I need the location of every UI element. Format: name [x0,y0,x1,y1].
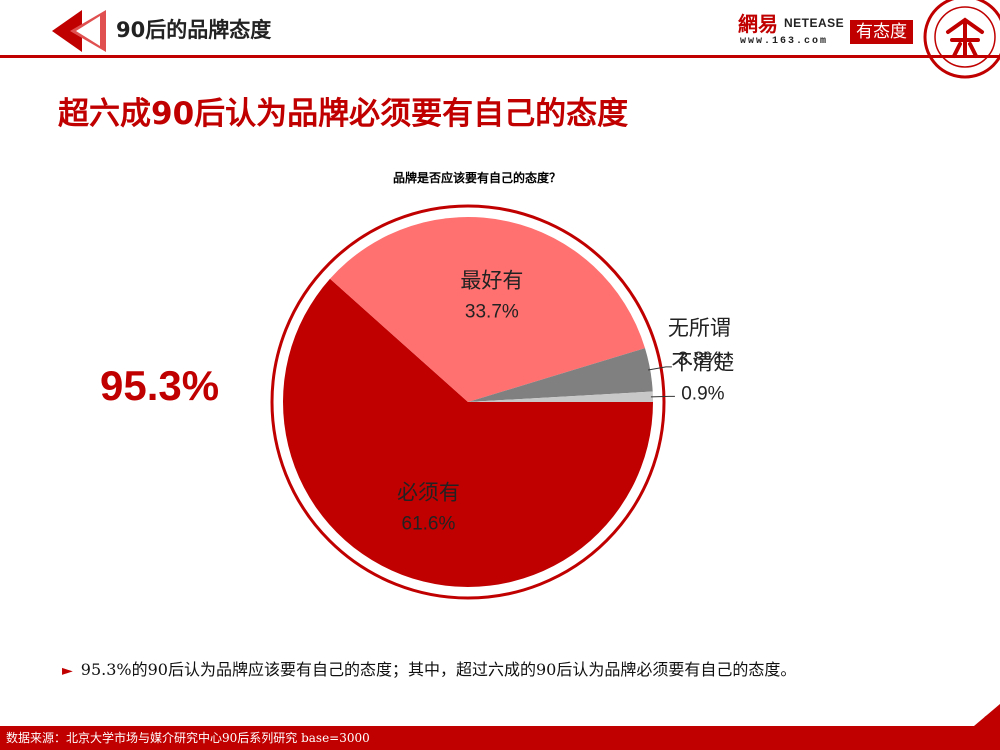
page-corner-tab [974,704,1000,726]
netease-logo-url: www.163.com [740,36,829,47]
pie-highlight-ring [270,204,666,600]
pie-leader-line [650,395,675,398]
highlight-percentage: 95.3% [100,362,220,409]
pie-value-label: 0.9% [681,383,724,404]
chart-title: 品牌是否应该要有自己的态度？ [393,170,561,185]
pie-label: 不清楚 [671,350,734,374]
page-number: 15 [984,714,997,726]
pie-slice [468,391,653,402]
main-heading: 超六成90后认为品牌必须要有自己的态度 [58,96,629,132]
pie-label: 必须有 [397,481,460,505]
header-triangle-logo [52,10,106,52]
pie-slice [283,278,653,587]
netease-logo-en: NETEASE [784,16,845,30]
pie-value-label: 61.6% [402,514,456,535]
pie-value-label: 33.7% [465,302,519,323]
header-title: 90后的品牌态度 [116,18,272,42]
pie-leader-line [648,366,672,371]
pie-slice [330,217,645,402]
footer-bar: 数据来源：北京大学市场与媒介研究中心90后系列研究 base=3000 [0,726,1000,750]
header-divider [0,55,1000,58]
pie-value-label: 3.8% [678,349,721,370]
pie-label: 无所谓 [668,316,731,340]
summary-text: 95.3%的90后认为品牌应该要有自己的态度；其中，超过六成的90后认为品牌必须… [80,660,797,679]
netease-logo: 網易 NETEASE www.163.com [738,6,848,50]
summary-bullet: ► 95.3%的90后认为品牌应该要有自己的态度；其中，超过六成的90后认为品牌必… [62,656,796,680]
netease-logo-cn: 網易 [738,12,778,36]
pie-label: 最好有 [460,269,523,293]
data-source: 数据来源：北京大学市场与媒介研究中心90后系列研究 base=3000 [6,731,370,745]
pie-slice [468,348,653,402]
youtaidu-logo: 有态度 [850,20,913,44]
bullet-arrow-icon: ► [62,663,73,679]
